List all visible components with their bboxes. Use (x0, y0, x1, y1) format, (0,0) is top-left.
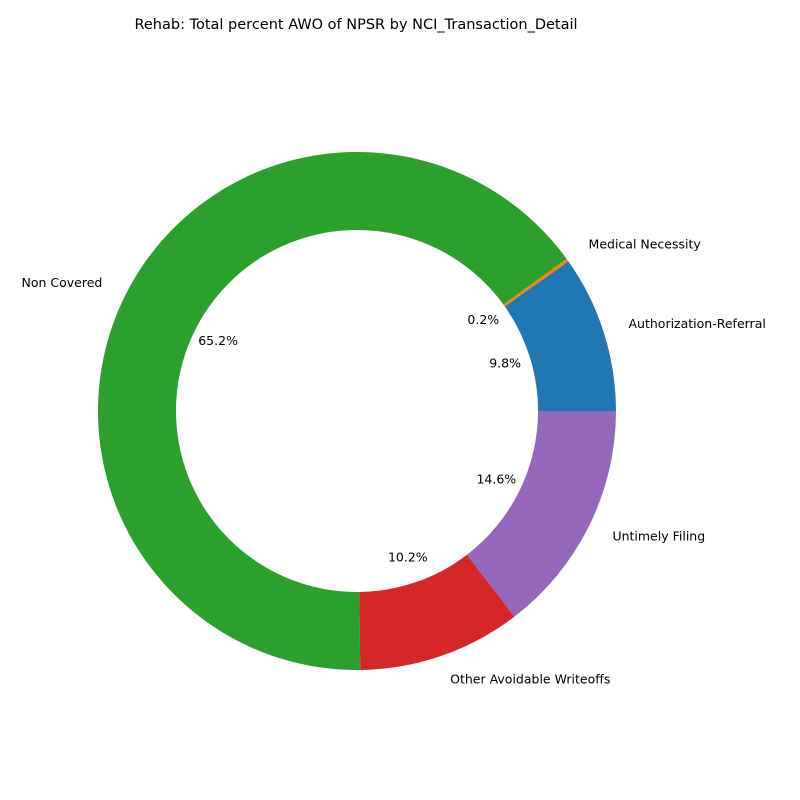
slice-untimely-filing (467, 411, 616, 617)
pct-label-non-covered: 65.2% (198, 333, 238, 348)
slice-medical-necessity (503, 258, 569, 307)
slice-authorization-referral (504, 261, 616, 411)
slice-label-untimely-filing: Untimely Filing (612, 529, 705, 544)
slice-non-covered (97, 152, 567, 670)
slice-other-avoidable-writeoffs (359, 554, 515, 670)
labels-layer: Authorization-Referral 9.8% Medical Necess… (21, 236, 765, 686)
slice-label-medical-necessity: Medical Necessity (589, 236, 702, 251)
pct-label-authorization-referral: 9.8% (489, 355, 521, 370)
slice-label-authorization-referral: Authorization-Referral (629, 316, 766, 331)
chart-title: Rehab: Total percent AWO of NPSR by NCI_… (134, 17, 577, 33)
slices-layer (97, 152, 616, 670)
pct-label-other-avoidable-writeoffs: 10.2% (388, 549, 428, 564)
pct-label-untimely-filing: 14.6% (476, 471, 516, 486)
slice-label-other-avoidable-writeoffs: Other Avoidable Writeoffs (450, 672, 610, 687)
slice-label-non-covered: Non Covered (21, 275, 102, 290)
pct-label-medical-necessity: 0.2% (467, 312, 499, 327)
